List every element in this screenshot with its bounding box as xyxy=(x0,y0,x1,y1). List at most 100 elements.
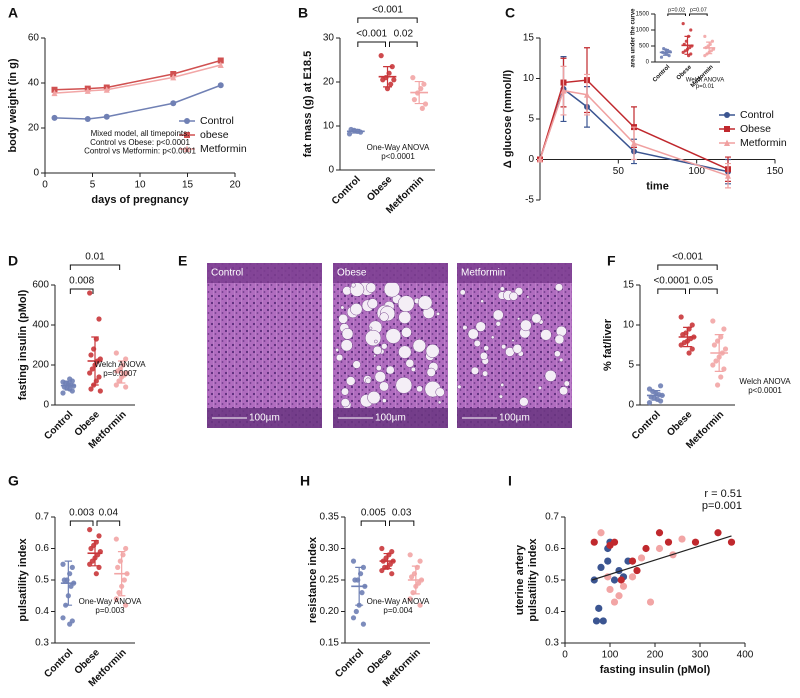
y-tick-label: 0.4 xyxy=(545,606,559,617)
point xyxy=(113,596,119,602)
point xyxy=(646,598,655,606)
lipid-droplet xyxy=(375,365,382,371)
lipid-droplet xyxy=(559,357,564,363)
panel-label: G xyxy=(8,473,19,489)
lipid-droplet xyxy=(501,344,507,350)
annotation: Mixed model, all timepoints: xyxy=(91,129,190,138)
category-label: Control xyxy=(333,647,366,680)
point xyxy=(721,366,727,372)
lipid-droplet xyxy=(559,386,569,396)
point xyxy=(217,61,224,68)
x-tick-label: 300 xyxy=(692,650,709,661)
point xyxy=(631,139,637,147)
x-tick-label: 400 xyxy=(737,650,754,661)
y-axis-label: pulsatility index xyxy=(527,538,539,622)
stat-note: Welch ANOVA xyxy=(686,78,724,84)
point xyxy=(681,22,685,26)
lipid-droplet xyxy=(341,387,349,396)
point xyxy=(67,621,73,627)
sd-bar xyxy=(651,390,661,401)
x-axis-label: days of pregnancy xyxy=(91,194,189,206)
point xyxy=(407,596,413,602)
lipid-droplet xyxy=(490,335,495,340)
lipid-droplet xyxy=(382,398,387,403)
lipid-droplet xyxy=(563,380,570,387)
point xyxy=(217,82,224,89)
y-tick-label: 5 xyxy=(528,114,534,125)
lipid-droplet xyxy=(457,384,462,390)
lipid-droplet xyxy=(531,313,542,324)
lipid-droplet xyxy=(480,299,484,304)
point xyxy=(60,561,66,567)
lipid-droplet xyxy=(365,282,377,293)
lipid-droplet xyxy=(373,354,377,358)
lipid-droplet xyxy=(416,385,423,393)
lipid-droplet xyxy=(544,369,557,382)
panel-label: C xyxy=(505,5,515,21)
lipid-droplet xyxy=(499,286,505,292)
y-tick-label: 40 xyxy=(28,78,40,89)
point xyxy=(113,536,119,542)
lipid-droplet xyxy=(467,328,479,340)
point xyxy=(359,590,365,596)
y-tick-label: 15 xyxy=(623,280,635,291)
point xyxy=(170,73,177,81)
point xyxy=(655,544,664,553)
point xyxy=(610,598,619,606)
lipid-droplet xyxy=(340,398,350,408)
point xyxy=(93,571,99,577)
lipid-droplet xyxy=(537,385,542,391)
point xyxy=(689,28,693,32)
y-axis-label: uterine artery xyxy=(514,544,526,615)
x-tick-label: 20 xyxy=(229,180,241,191)
point xyxy=(421,81,427,87)
lipid-droplet xyxy=(385,328,402,344)
lipid-droplet xyxy=(520,319,532,332)
panel-label: E xyxy=(178,253,187,269)
lipid-droplet xyxy=(383,281,401,298)
point xyxy=(678,314,684,320)
annotation: Control vs Obese: p<0.0001 xyxy=(90,138,190,147)
panel-label: F xyxy=(607,253,616,269)
sd-bar xyxy=(91,336,99,386)
y-tick-label: 0.30 xyxy=(320,543,340,554)
lipid-droplet xyxy=(352,360,361,369)
point xyxy=(713,358,719,364)
point xyxy=(67,376,73,382)
y-tick-label: 1000 xyxy=(636,28,650,34)
significance-bracket xyxy=(96,520,121,526)
stat-note: p=0.01 xyxy=(696,84,715,90)
point xyxy=(584,91,590,98)
stat-note: p=0.004 xyxy=(383,606,413,615)
p-value-label: <0.001 xyxy=(356,29,387,40)
point xyxy=(96,533,102,539)
p-value-label: <0.0001 xyxy=(653,276,690,287)
point xyxy=(123,356,129,362)
y-tick-label: 20 xyxy=(28,123,40,134)
category-label: Obese xyxy=(365,174,395,204)
point xyxy=(590,538,598,546)
point xyxy=(96,316,102,322)
y-tick-label: 1500 xyxy=(636,12,650,18)
y-tick-label: 0.15 xyxy=(320,638,340,649)
point xyxy=(88,545,94,552)
lipid-droplet xyxy=(335,347,340,353)
point xyxy=(379,545,385,552)
significance-bracket xyxy=(389,520,415,526)
series-line xyxy=(54,59,221,91)
sd-bar xyxy=(683,326,692,348)
lipid-droplet xyxy=(335,354,344,362)
y-tick-label: 0.4 xyxy=(35,606,49,617)
lipid-droplet xyxy=(509,291,518,301)
histology-image: Obese 100µm xyxy=(333,263,448,428)
lipid-droplet xyxy=(346,376,356,386)
annotation: Control vs Metformin: p<0.0001 xyxy=(84,147,196,156)
y-axis-label: body weight (in g) xyxy=(7,58,19,152)
y-tick-label: 10 xyxy=(623,320,635,331)
y-tick-label: 0 xyxy=(33,168,39,179)
point xyxy=(727,538,736,546)
lipid-droplet xyxy=(554,350,561,358)
panel-label: A xyxy=(8,5,18,21)
significance-bracket xyxy=(657,288,686,294)
